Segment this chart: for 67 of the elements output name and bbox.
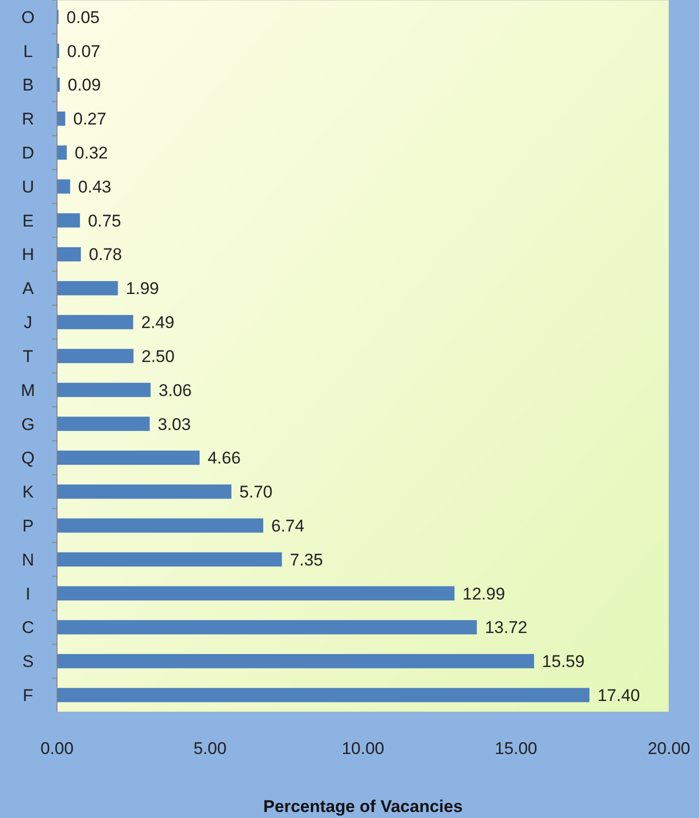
y-tick-label: E bbox=[22, 211, 34, 230]
data-label: 4.66 bbox=[208, 448, 241, 468]
data-label: 15.59 bbox=[542, 652, 585, 672]
bar bbox=[57, 586, 454, 600]
data-label: 7.35 bbox=[290, 550, 324, 570]
y-tick-label: O bbox=[21, 8, 35, 27]
data-label: 0.07 bbox=[67, 42, 100, 61]
bar bbox=[57, 484, 232, 499]
x-axis-title: Percentage of Vacancies bbox=[263, 797, 463, 816]
data-label: 0.09 bbox=[68, 76, 101, 95]
data-label: 0.27 bbox=[73, 110, 106, 129]
y-tick-label: D bbox=[22, 144, 34, 163]
bar bbox=[57, 382, 151, 398]
bar bbox=[57, 620, 477, 634]
x-tick-label: 10.00 bbox=[342, 739, 384, 758]
bar bbox=[57, 179, 70, 194]
x-tick-label: 15.00 bbox=[494, 739, 538, 758]
y-tick-label: T bbox=[22, 346, 34, 366]
y-tick-label: G bbox=[21, 414, 35, 434]
bar bbox=[57, 281, 118, 296]
data-label: 0.78 bbox=[88, 245, 122, 264]
bar bbox=[57, 78, 60, 92]
bar bbox=[57, 518, 264, 533]
data-label: 1.99 bbox=[126, 279, 159, 298]
data-label: 0.75 bbox=[88, 211, 122, 230]
y-tick-label: R bbox=[22, 110, 34, 129]
x-tick-label: 20.00 bbox=[648, 739, 690, 758]
bar bbox=[57, 654, 534, 668]
y-tick-label: U bbox=[22, 177, 34, 196]
data-label: 12.99 bbox=[462, 584, 506, 604]
y-tick-label: L bbox=[23, 42, 33, 61]
data-label: 5.70 bbox=[239, 482, 273, 502]
bar bbox=[57, 688, 590, 702]
y-tick-label: A bbox=[22, 279, 34, 298]
data-label: 6.74 bbox=[271, 516, 304, 536]
data-label: 0.43 bbox=[78, 177, 112, 196]
bar bbox=[57, 112, 66, 126]
y-tick-label: Q bbox=[21, 448, 35, 468]
bar bbox=[57, 348, 134, 364]
y-tick-label: J bbox=[24, 313, 32, 332]
bar bbox=[57, 552, 282, 567]
bar bbox=[57, 213, 80, 228]
bar bbox=[57, 314, 134, 330]
bar bbox=[57, 145, 67, 160]
y-tick-label: S bbox=[22, 652, 34, 672]
y-tick-label: M bbox=[20, 380, 36, 400]
data-label: 0.32 bbox=[74, 144, 108, 163]
y-tick-label: N bbox=[22, 550, 34, 570]
y-tick-label: P bbox=[22, 516, 34, 536]
y-tick-label: I bbox=[26, 584, 30, 604]
y-tick-label: F bbox=[22, 686, 34, 705]
data-label: 3.06 bbox=[158, 380, 192, 400]
data-label: 2.49 bbox=[141, 313, 174, 332]
y-tick-label: K bbox=[22, 482, 34, 502]
y-tick-label: C bbox=[22, 618, 34, 638]
data-label: 17.40 bbox=[597, 686, 640, 705]
data-label: 3.03 bbox=[158, 414, 191, 434]
data-label: 0.05 bbox=[66, 8, 100, 27]
data-label: 2.50 bbox=[142, 346, 175, 366]
x-tick-label: 0.00 bbox=[40, 739, 74, 758]
y-tick-label: B bbox=[22, 76, 34, 95]
bar bbox=[57, 450, 200, 465]
x-tick-label: 5.00 bbox=[193, 739, 227, 758]
bar bbox=[57, 416, 150, 431]
data-label: 13.72 bbox=[484, 618, 528, 638]
bar bbox=[57, 247, 81, 262]
y-tick-label: H bbox=[22, 245, 34, 264]
